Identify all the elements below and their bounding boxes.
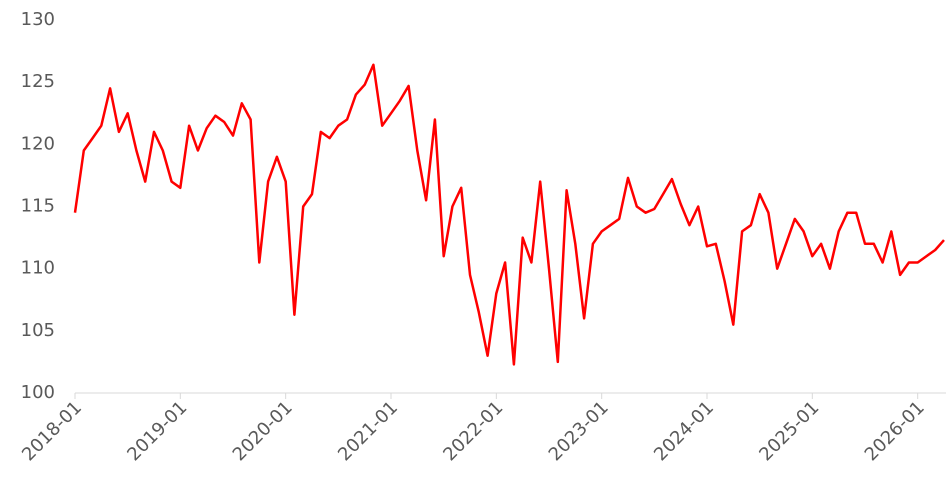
x-tick-label: 2020-01 (229, 397, 297, 465)
x-tick-label: 2021-01 (334, 397, 402, 465)
x-tick-label: 2018-01 (18, 397, 86, 465)
y-tick-label: 120 (21, 133, 55, 154)
y-tick-label: 110 (21, 258, 55, 279)
x-tick-label: 2025-01 (755, 397, 823, 465)
x-tick-label: 2026-01 (861, 397, 929, 465)
x-tick-label: 2024-01 (650, 397, 718, 465)
x-tick-label: 2023-01 (545, 397, 613, 465)
y-tick-label: 105 (21, 320, 55, 341)
y-tick-label: 125 (21, 71, 55, 92)
y-tick-label: 130 (21, 9, 55, 30)
x-tick-label: 2019-01 (123, 397, 191, 465)
y-tick-label: 100 (21, 382, 55, 403)
y-tick-label: 115 (21, 196, 55, 217)
data-line (73, 63, 945, 366)
x-tick-label: 2022-01 (439, 397, 507, 465)
